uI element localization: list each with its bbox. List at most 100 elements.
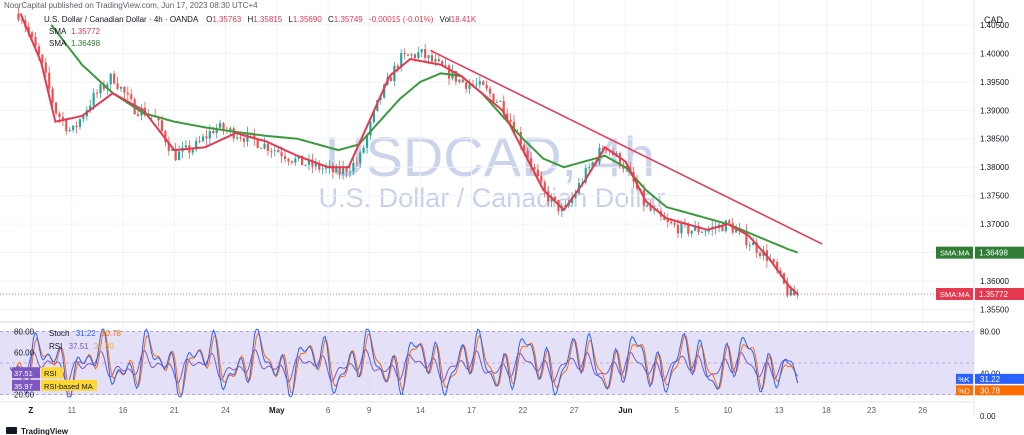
candle-body[interactable] [700, 232, 704, 233]
candle-body[interactable] [547, 191, 550, 202]
candle-body[interactable] [113, 73, 116, 84]
candle-body[interactable] [697, 226, 700, 233]
candle-body[interactable] [266, 143, 270, 152]
candle-body[interactable] [649, 205, 652, 211]
candle-body[interactable] [372, 110, 375, 122]
candle-body[interactable] [424, 49, 427, 58]
candle-body[interactable] [758, 252, 762, 257]
candle-body[interactable] [283, 156, 287, 160]
candle-body[interactable] [160, 120, 164, 132]
candle-body[interactable] [420, 49, 423, 53]
candle-body[interactable] [335, 166, 338, 173]
candle-body[interactable] [280, 152, 283, 157]
candle-body[interactable] [304, 164, 307, 166]
candle-body[interactable] [92, 92, 95, 106]
candle-body[interactable] [772, 259, 775, 263]
candle-body[interactable] [410, 54, 413, 56]
candle-body[interactable] [447, 65, 451, 79]
candle-body[interactable] [704, 231, 707, 233]
candle-body[interactable] [345, 167, 348, 172]
candle-body[interactable] [670, 221, 673, 224]
candle-body[interactable] [72, 125, 75, 131]
candle-body[interactable] [687, 223, 690, 234]
candle-body[interactable] [355, 162, 358, 164]
candle-body[interactable] [136, 114, 140, 116]
candle-body[interactable] [198, 141, 201, 142]
candle-body[interactable] [191, 149, 194, 153]
candle-body[interactable] [437, 59, 440, 62]
candle-body[interactable] [119, 86, 123, 89]
candle-body[interactable] [277, 150, 280, 153]
candle-body[interactable] [82, 116, 85, 120]
candle-body[interactable] [365, 135, 369, 148]
candle-body[interactable] [553, 196, 557, 200]
candle-body[interactable] [653, 209, 656, 211]
candle-body[interactable] [529, 157, 533, 167]
candle-body[interactable] [570, 197, 574, 204]
candle-body[interactable] [116, 83, 119, 89]
candle-body[interactable] [468, 84, 471, 89]
candle-body[interactable] [89, 105, 92, 111]
candle-body[interactable] [485, 84, 488, 89]
candle-body[interactable] [796, 294, 799, 296]
candle-body[interactable] [441, 61, 444, 66]
sma-slow-line[interactable] [50, 24, 799, 254]
candle-body[interactable] [396, 65, 399, 68]
candle-body[interactable] [242, 138, 246, 142]
candle-body[interactable] [301, 155, 304, 166]
symbol-title[interactable]: U.S. Dollar / Canadian Dollar · 4h · OAN… [44, 15, 199, 24]
candle-body[interactable] [499, 101, 502, 102]
candle-body[interactable] [526, 150, 529, 158]
candle-body[interactable] [205, 136, 208, 139]
symbol-line[interactable]: U.S. Dollar / Canadian Dollar · 4h · OAN… [44, 15, 477, 24]
candle-body[interactable] [184, 145, 188, 148]
candle-body[interactable] [461, 79, 464, 83]
candle-body[interactable] [509, 119, 512, 122]
candle-body[interactable] [164, 131, 167, 143]
candle-body[interactable] [318, 162, 321, 170]
candle-body[interactable] [406, 54, 410, 56]
candle-body[interactable] [400, 52, 403, 68]
candle-body[interactable] [273, 150, 276, 152]
candle-body[interactable] [212, 131, 215, 134]
candle-body[interactable] [601, 148, 604, 150]
candle-body[interactable] [348, 171, 352, 173]
candle-body[interactable] [721, 224, 724, 232]
candle-body[interactable] [222, 123, 225, 131]
candle-body[interactable] [177, 151, 181, 161]
candle-body[interactable] [748, 245, 751, 246]
candle-body[interactable] [536, 169, 540, 176]
stoch-legend[interactable]: Stoch 31.22 30.78 [49, 329, 122, 338]
candle-body[interactable] [752, 242, 755, 246]
candle-body[interactable] [417, 52, 420, 59]
time-axis[interactable]: Z 11 16 21 24 May 6 9 14 17 22 27 Jun 5 10 13 18 23 26 [28, 406, 927, 415]
candle-body[interactable] [99, 84, 102, 94]
candle-body[interactable] [728, 220, 731, 224]
candle-body[interactable] [338, 166, 341, 175]
candle-body[interactable] [34, 36, 37, 47]
candle-body[interactable] [321, 168, 324, 170]
candle-body[interactable] [475, 84, 478, 86]
tradingview-logo[interactable]: TradingView [6, 427, 69, 435]
candle-body[interactable] [65, 119, 68, 131]
candle-body[interactable] [167, 142, 170, 151]
candle-body[interactable] [48, 72, 51, 89]
candle-body[interactable] [352, 162, 355, 172]
candle-body[interactable] [359, 152, 362, 164]
candle-body[interactable] [123, 86, 126, 93]
candle-body[interactable] [488, 88, 492, 94]
candle-body[interactable] [680, 222, 683, 234]
candle-body[interactable] [403, 52, 406, 55]
candle-body[interactable] [735, 229, 738, 233]
candle-body[interactable] [646, 205, 649, 207]
candle-body[interactable] [218, 123, 222, 128]
sma-fast-line[interactable] [19, 13, 799, 295]
candle-body[interactable] [523, 144, 526, 151]
candle-body[interactable] [427, 55, 430, 58]
candle-body[interactable] [311, 159, 314, 167]
candle-body[interactable] [591, 162, 594, 168]
candle-body[interactable] [17, 13, 20, 20]
candle-body[interactable] [331, 165, 334, 173]
candle-body[interactable] [157, 116, 160, 121]
candle-body[interactable] [543, 182, 546, 192]
